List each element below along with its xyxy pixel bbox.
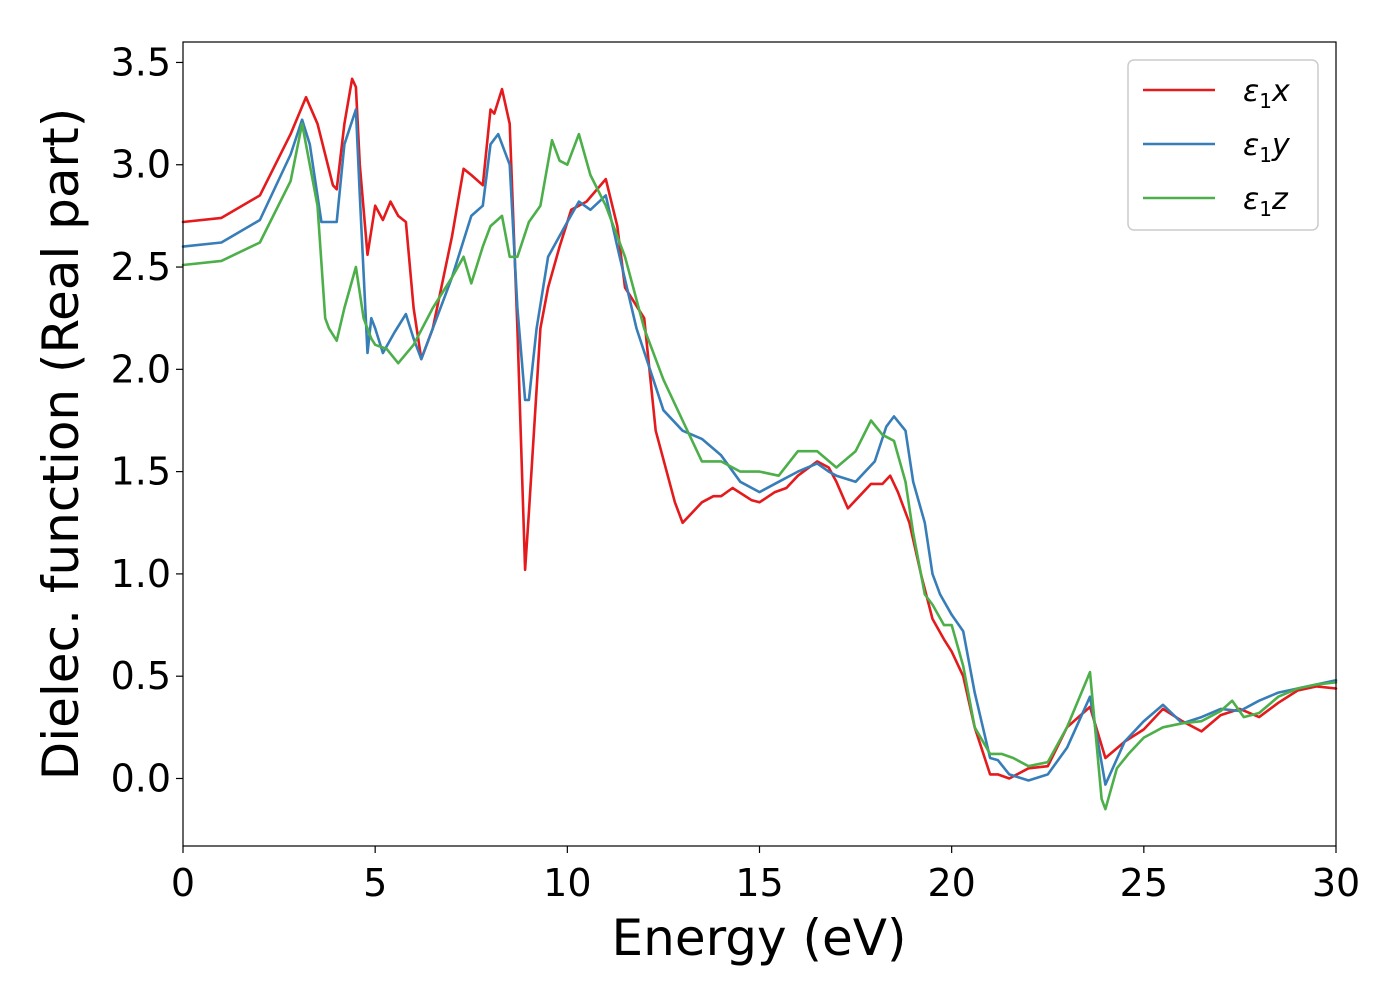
y-tick-label: 1.5 [111,450,171,494]
y-tick-label: 0.0 [111,756,171,800]
legend-label-y: ε1y [1243,128,1291,167]
y-axis-ticks: 0.0 0.5 1.0 1.5 2.0 2.5 3.0 3.5 [111,40,183,800]
y-axis-title: Dielec. function (Real part) [32,108,90,780]
series-layer [181,77,1338,811]
x-tick-label: 30 [1312,861,1360,905]
legend-label-x: ε1x [1243,74,1290,113]
x-tick-label: 20 [927,861,975,905]
series-line-z [181,122,1338,811]
y-tick-label: 3.5 [111,40,171,84]
legend-box [1127,59,1319,231]
legend: ε1x ε1y ε1z [1127,59,1319,231]
x-tick-label: 25 [1120,861,1168,905]
y-tick-label: 2.5 [111,245,171,289]
x-tick-label: 15 [735,861,783,905]
x-tick-label: 10 [543,861,591,905]
x-tick-label: 5 [363,861,387,905]
series-line-x [181,77,1338,780]
y-tick-label: 0.5 [111,654,171,698]
x-axis-title: Energy (eV) [612,909,907,967]
y-tick-label: 1.0 [111,552,171,596]
y-tick-label: 3.0 [111,143,171,187]
x-axis-ticks: 0 5 10 15 20 25 30 [171,846,1360,905]
series-line-y [181,108,1338,786]
legend-label-z: ε1z [1243,182,1289,221]
x-tick-label: 0 [171,861,195,905]
y-tick-label: 2.0 [111,347,171,391]
